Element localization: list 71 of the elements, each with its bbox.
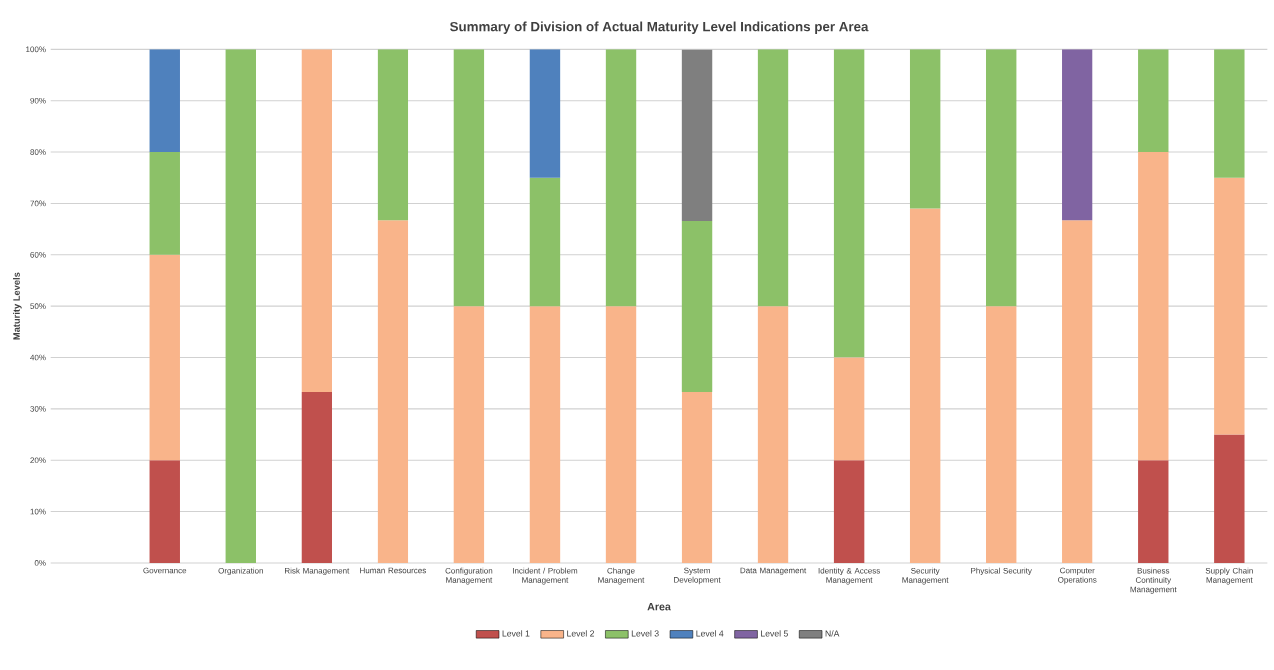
bar: [1138, 460, 1169, 564]
bar: [757, 306, 789, 564]
bar: [453, 49, 485, 307]
y-tick-label: 90%: [30, 98, 46, 104]
bar: [1138, 49, 1169, 153]
bar: [149, 49, 180, 153]
x-tick-label: Data Management: [740, 567, 807, 575]
bar: [301, 392, 333, 564]
x-tick-label: System Development: [674, 567, 721, 585]
bar: [681, 392, 713, 564]
bar: [377, 220, 409, 564]
x-tick-label: Identity & Access Management: [818, 567, 880, 585]
x-axis-title: Area: [647, 603, 671, 611]
bar: [909, 208, 941, 564]
y-tick-label: 0%: [34, 560, 46, 566]
bar: [1062, 49, 1093, 221]
bar: [985, 306, 1017, 564]
bar: [453, 306, 485, 564]
bar: [1214, 434, 1245, 564]
y-tick-label: 30%: [30, 406, 46, 412]
y-tick-label: 100%: [26, 46, 46, 53]
x-tick-label: Governance: [143, 567, 187, 574]
bar: [377, 49, 409, 221]
x-tick-label: Incident / Problem Management: [512, 567, 578, 585]
bar: [1062, 220, 1093, 564]
legend-label: Level 5: [761, 630, 788, 637]
bar: [681, 221, 713, 393]
y-tick-label: 80%: [30, 149, 46, 156]
x-tick-label: Security Management: [902, 567, 949, 585]
bar: [149, 254, 180, 461]
y-tick-label: 40%: [30, 354, 46, 361]
bar: [605, 49, 637, 307]
x-tick-label: Physical Security: [971, 567, 1032, 576]
bar: [681, 50, 713, 222]
bar: [529, 177, 561, 307]
legend-label: N/A: [825, 630, 840, 637]
bar: [833, 49, 865, 358]
x-tick-label: Risk Management: [285, 567, 350, 576]
bar: [529, 49, 561, 178]
y-tick-label: 20%: [30, 457, 46, 464]
chart-title: Summary of Division of Actual Maturity Level Indications per Area: [449, 21, 869, 35]
y-tick-label: 50%: [30, 303, 46, 310]
bar: [225, 49, 257, 564]
y-tick-label: 70%: [30, 200, 46, 207]
y-axis-title: Maturity Levels: [13, 272, 22, 340]
x-tick-label: Business Continuity Management: [1130, 567, 1177, 594]
bar: [985, 49, 1017, 307]
x-tick-label: Human Resources: [360, 567, 426, 574]
legend-label: Level 2: [567, 630, 595, 637]
x-tick-label: Computer Operations: [1058, 567, 1097, 585]
x-tick-label: Supply Chain Management: [1205, 567, 1253, 585]
y-tick-label: 10%: [30, 508, 46, 515]
x-tick-label: Configuration Management: [445, 567, 493, 585]
bar: [757, 49, 789, 307]
bar: [149, 460, 180, 564]
legend-label: Level 3: [631, 630, 659, 637]
y-tick-label: 60%: [30, 252, 46, 258]
bar: [833, 357, 865, 461]
x-tick-label: Change Management: [598, 567, 645, 585]
bar: [149, 152, 180, 255]
bar: [1214, 49, 1245, 178]
legend-label: Level 1: [502, 630, 530, 637]
x-tick-label: Organization: [218, 567, 263, 576]
bar: [605, 306, 637, 564]
legend-label: Level 4: [696, 630, 724, 637]
bar: [529, 306, 561, 564]
bar: [1214, 177, 1245, 435]
bar: [833, 460, 865, 564]
bar: [909, 49, 941, 209]
bar: [1138, 152, 1169, 461]
bar: [301, 49, 333, 393]
